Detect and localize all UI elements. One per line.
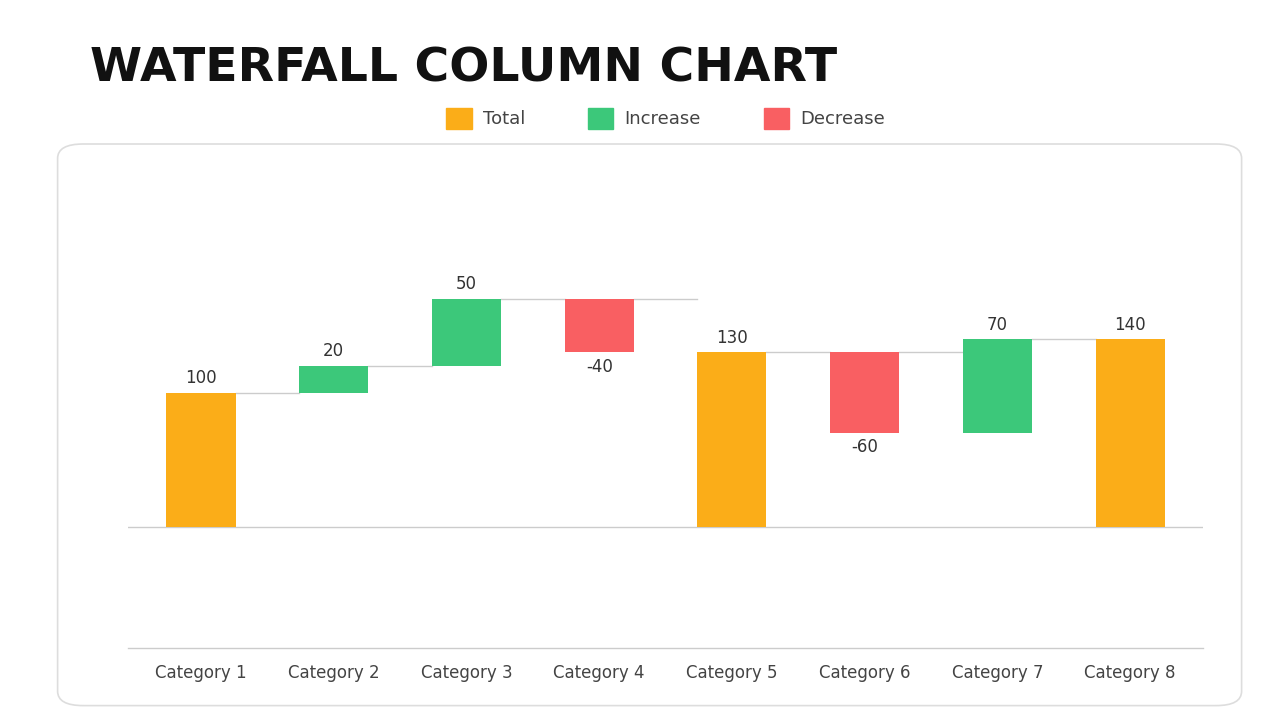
Text: 130: 130 <box>716 329 748 347</box>
Bar <box>831 352 900 433</box>
Text: -40: -40 <box>586 358 613 376</box>
Bar <box>564 299 634 352</box>
Text: 140: 140 <box>1115 315 1146 333</box>
Bar <box>431 299 500 366</box>
Bar <box>698 352 767 527</box>
Bar <box>300 366 369 392</box>
Text: WATERFALL COLUMN CHART: WATERFALL COLUMN CHART <box>90 47 837 91</box>
Bar <box>963 339 1032 433</box>
Legend: Total, Increase, Decrease: Total, Increase, Decrease <box>439 101 892 136</box>
Text: 70: 70 <box>987 315 1007 333</box>
Text: 50: 50 <box>456 275 477 293</box>
Text: 100: 100 <box>186 369 216 387</box>
Bar <box>166 392 236 527</box>
Bar <box>1096 339 1165 527</box>
Text: -60: -60 <box>851 438 878 456</box>
Text: 20: 20 <box>323 343 344 361</box>
